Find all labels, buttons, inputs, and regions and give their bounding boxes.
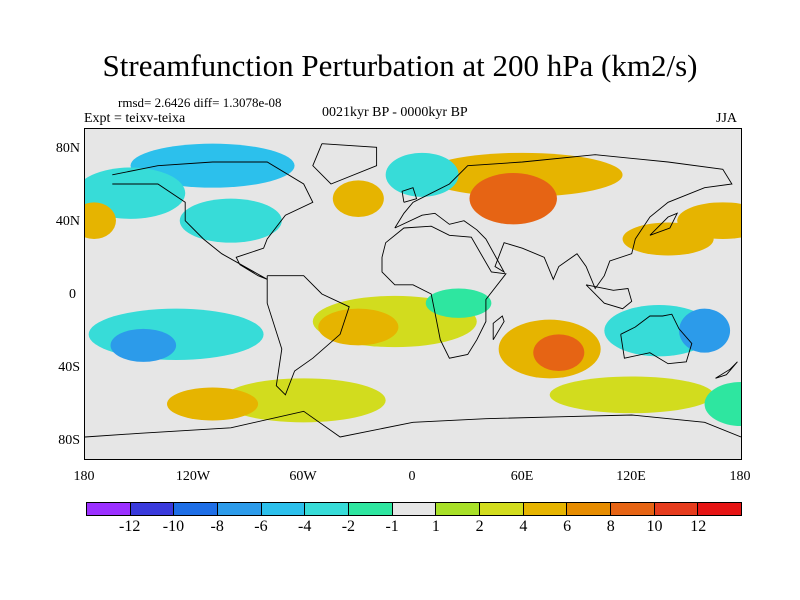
season-label: JJA [716,111,738,126]
colorbar-label: -12 [119,518,141,535]
colorbar-label: -10 [162,518,185,535]
colorbar-swatch [523,503,568,515]
colorbar [86,502,742,516]
colorbar-swatch [87,503,131,515]
coastline [620,313,693,365]
anomaly-contour [85,202,116,239]
y-tick-40s: 40S [58,360,80,375]
coastline [394,154,733,290]
anomaly-contour [221,378,386,423]
anomaly-contour [318,308,399,346]
coastline [312,143,378,185]
colorbar-label: 6 [563,518,572,535]
colorbar-swatch [349,503,393,515]
x-tick-180w: 180 [73,469,95,484]
colorbar-swatch [174,503,219,515]
coastline [401,187,418,203]
colorbar-label: 2 [475,518,484,535]
anomaly-contour [179,198,282,243]
colorbar-swatch [654,503,699,515]
x-tick-60w: 60W [289,469,317,484]
y-tick-80s: 80S [58,433,80,448]
coastline [715,361,738,379]
colorbar-label: 8 [606,518,615,535]
y-tick-80n: 80N [55,141,80,156]
anomaly-contour [110,328,177,362]
colorbar-label: -6 [254,518,268,535]
colorbar-label: 4 [519,518,528,535]
colorbar-swatch [261,503,306,515]
y-tick-40n: 40N [55,214,80,229]
x-tick-180e: 180 [729,469,751,484]
anomaly-contour [167,387,259,421]
anomaly-contour [679,308,731,353]
stats-line: rmsd= 2.6426 diff= 1.3078e-08 [118,95,282,110]
x-tick-120w: 120W [175,469,211,484]
colorbar-swatch [305,503,350,515]
colorbar-swatch [218,503,262,515]
coastline [649,212,679,236]
colorbar-label: 1 [431,518,440,535]
colorbar-label: -8 [210,518,224,535]
anomaly-contour [549,376,714,414]
coastline [585,284,633,310]
colorbar-swatch [436,503,481,515]
coastline [381,225,507,359]
colorbar-swatch [480,503,524,515]
anomaly-contour [622,222,714,256]
coastline [266,275,350,396]
colorbar-swatch [130,503,175,515]
colorbar-swatch [392,503,437,515]
colorbar-label: 12 [690,518,707,535]
y-tick-0: 0 [69,287,76,302]
anomaly-contour [385,152,459,197]
coastline [85,410,741,438]
map-plot [84,128,742,460]
anomaly-contour [85,167,186,219]
colorbar-label: -2 [341,518,356,535]
coastline [112,161,314,280]
map-svg [85,129,741,459]
anomaly-contour [332,180,384,217]
coastline [492,315,505,341]
anomaly-contour [469,173,557,225]
anomaly-contour [704,382,741,426]
chart-title: Streamfunction Perturbation at 200 hPa (… [102,48,698,83]
x-tick-60e: 60E [510,469,534,484]
x-tick-0: 0 [408,469,416,484]
colorbar-label: 10 [646,518,663,535]
colorbar-label: -1 [385,518,399,535]
experiment-label: Expt = teixv-teixa [84,111,186,126]
colorbar-swatch [611,503,655,515]
anomaly-contour [533,334,585,371]
x-tick-120e: 120E [616,469,646,484]
colorbar-swatch [567,503,612,515]
period-label: 0021kyr BP - 0000kyr BP [322,105,468,120]
colorbar-swatch [698,503,742,515]
colorbar-label: -4 [297,518,312,535]
anomaly-contour [425,288,492,318]
